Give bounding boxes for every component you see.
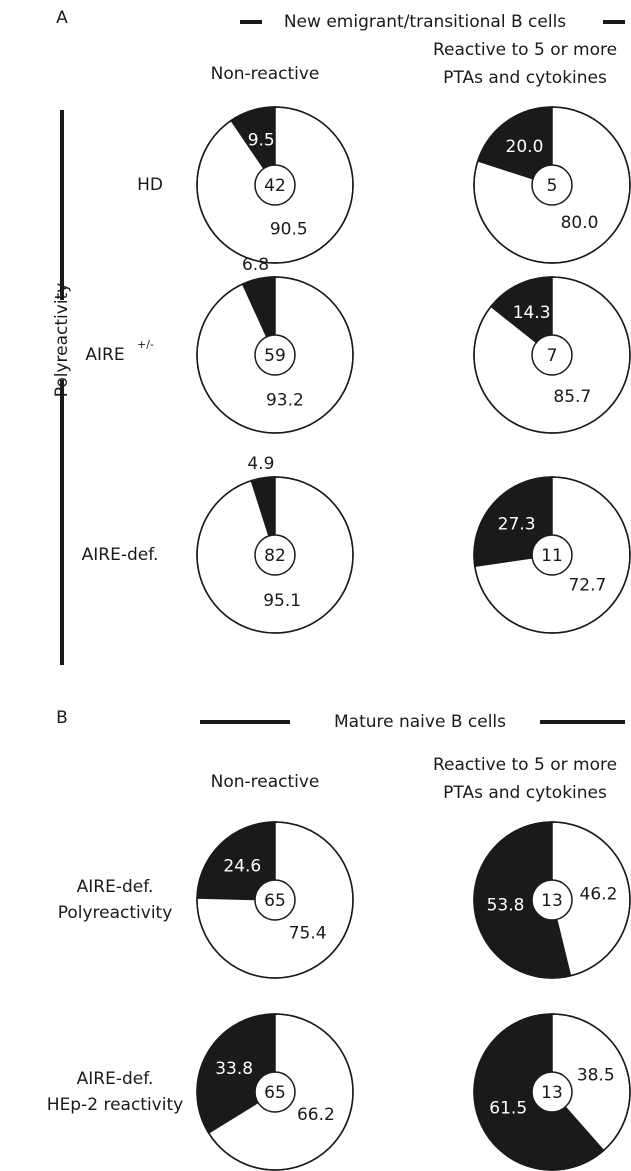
- center-count: 65: [264, 1083, 286, 1103]
- pie-outline: [473, 821, 631, 979]
- center-disc: [254, 534, 296, 576]
- panel-label: B: [56, 708, 68, 728]
- column-label: PTAs and cytokines: [443, 783, 607, 803]
- value-label: 53.8: [487, 896, 525, 916]
- pie-outline: [196, 476, 354, 634]
- center-count: 65: [264, 891, 286, 911]
- row-label: Polyreactivity: [58, 903, 173, 923]
- center-count: 59: [264, 346, 286, 366]
- value-label: 80.0: [561, 213, 599, 233]
- panel-header: Mature naive B cells: [334, 712, 506, 732]
- row-label: AIRE-def.: [77, 877, 154, 897]
- row-label: AIRE-def.: [77, 1069, 154, 1089]
- value-label: 46.2: [580, 884, 618, 904]
- row-label-sup: +/-: [137, 338, 154, 351]
- value-label: 6.8: [242, 255, 269, 275]
- pie-outline: [196, 1013, 354, 1171]
- row-label: HD: [137, 175, 163, 195]
- value-label: 72.7: [568, 576, 606, 596]
- center-disc: [254, 164, 296, 206]
- pie-outline: [196, 276, 354, 434]
- column-label: Reactive to 5 or more: [433, 40, 617, 60]
- column-label: Non-reactive: [211, 64, 320, 84]
- pie-outline: [473, 1013, 631, 1171]
- value-label: 85.7: [553, 387, 591, 407]
- center-count: 82: [264, 546, 286, 566]
- center-disc: [531, 334, 573, 376]
- center-disc: [254, 879, 296, 921]
- pie-outline: [473, 106, 631, 264]
- value-label: 4.9: [247, 454, 274, 474]
- center-disc: [531, 879, 573, 921]
- value-label: 33.8: [215, 1059, 253, 1079]
- pie-outline: [196, 821, 354, 979]
- row-label: AIRE: [85, 345, 124, 365]
- side-label: Polyreactivity: [52, 283, 72, 398]
- panel-header: New emigrant/transitional B cells: [284, 12, 566, 32]
- value-label: 61.5: [489, 1099, 527, 1119]
- center-count: 7: [547, 346, 558, 366]
- value-label: 93.2: [266, 391, 304, 411]
- value-label: 27.3: [498, 514, 536, 534]
- center-disc: [531, 534, 573, 576]
- center-count: 13: [541, 891, 563, 911]
- center-count: 13: [541, 1083, 563, 1103]
- row-label: HEp-2 reactivity: [47, 1095, 183, 1115]
- value-label: 24.6: [223, 856, 261, 876]
- value-label: 75.4: [289, 924, 327, 944]
- center-disc: [531, 164, 573, 206]
- center-count: 5: [547, 176, 558, 196]
- pie-outline: [473, 276, 631, 434]
- center-disc: [254, 1071, 296, 1113]
- center-disc: [531, 1071, 573, 1113]
- center-disc: [254, 334, 296, 376]
- panel-label: A: [56, 8, 68, 28]
- center-count: 11: [541, 546, 563, 566]
- pie-outline: [196, 106, 354, 264]
- value-label: 14.3: [513, 303, 551, 323]
- column-label: PTAs and cytokines: [443, 68, 607, 88]
- column-label: Non-reactive: [211, 772, 320, 792]
- center-count: 42: [264, 176, 286, 196]
- value-label: 95.1: [263, 591, 301, 611]
- value-label: 66.2: [297, 1105, 335, 1125]
- row-label: AIRE-def.: [82, 545, 159, 565]
- value-label: 20.0: [506, 137, 544, 157]
- pie-outline: [473, 476, 631, 634]
- column-label: Reactive to 5 or more: [433, 755, 617, 775]
- value-label: 9.5: [248, 130, 275, 150]
- value-label: 38.5: [577, 1065, 615, 1085]
- value-label: 90.5: [270, 220, 308, 240]
